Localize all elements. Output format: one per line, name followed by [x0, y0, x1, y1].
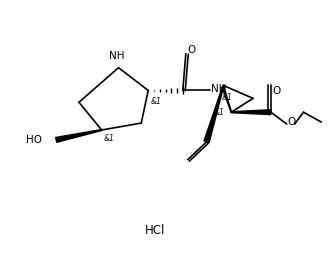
Text: O: O — [188, 45, 196, 55]
Text: &1: &1 — [221, 93, 232, 102]
Text: HO: HO — [26, 135, 42, 145]
Text: O: O — [273, 87, 281, 96]
Polygon shape — [56, 129, 102, 142]
Text: HCl: HCl — [145, 224, 165, 237]
Text: NH: NH — [210, 84, 226, 94]
Text: &1: &1 — [150, 97, 161, 106]
Polygon shape — [231, 110, 271, 115]
Text: &1: &1 — [213, 108, 224, 117]
Text: &1: &1 — [104, 134, 115, 143]
Text: O: O — [288, 117, 296, 127]
Polygon shape — [204, 85, 224, 143]
Text: NH: NH — [109, 51, 124, 61]
